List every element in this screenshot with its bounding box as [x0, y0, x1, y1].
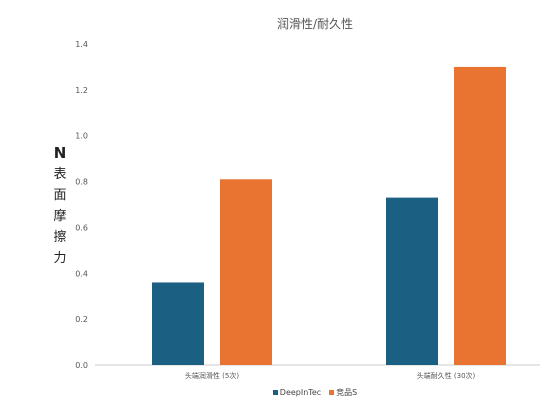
legend-swatch: [272, 390, 278, 395]
y-tick-label: 0.6: [75, 223, 88, 232]
bar-deepintec-1: [386, 197, 438, 365]
legend-swatch: [329, 390, 335, 395]
bar-deepintec-0: [152, 282, 204, 365]
y-tick-label: 1.4: [75, 40, 88, 49]
x-category-label: 头端耐久性 (30次): [417, 371, 476, 380]
y-axis-label-char: 表: [53, 167, 67, 182]
chart-title: 润滑性/耐久性: [276, 17, 354, 31]
x-category-label: 头端润滑性 (5次): [185, 371, 239, 380]
y-tick-label: 1.2: [75, 86, 88, 95]
legend: DeepInTec 竞品S: [0, 387, 554, 398]
y-axis-label-char: 擦: [53, 230, 67, 245]
y-tick-label: 0.8: [75, 178, 88, 187]
y-axis-label-text: 表面摩擦力: [51, 164, 69, 269]
legend-label: 竞品S: [336, 388, 358, 397]
bar-竞品s-0: [220, 179, 272, 365]
y-axis-unit: N: [53, 144, 67, 162]
y-tick-label: 0.4: [75, 269, 88, 278]
y-tick-label: 0.2: [75, 315, 88, 324]
legend-item: 竞品S: [329, 387, 357, 398]
y-axis-label-char: 力: [53, 251, 67, 266]
bar-竞品s-1: [454, 66, 506, 365]
y-axis-label-char: 摩: [53, 209, 67, 224]
legend-label: DeepInTec: [279, 388, 322, 397]
y-tick-label: 1.0: [75, 132, 88, 141]
y-axis-label-char: 面: [53, 188, 67, 203]
y-tick-label: 0.0: [75, 361, 88, 370]
y-axis-label: N 表面摩擦力: [51, 143, 69, 269]
legend-item: DeepInTec: [272, 388, 322, 397]
